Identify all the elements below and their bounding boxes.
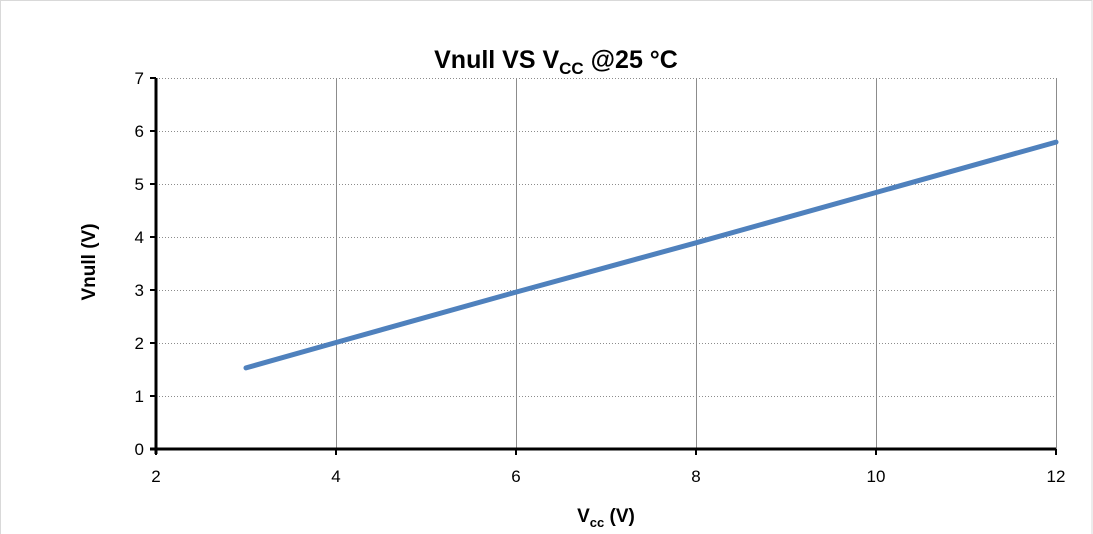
y-tick-label-4: 4 xyxy=(135,228,144,247)
y-tick-label-0: 0 xyxy=(135,440,144,459)
x-tick-label-2: 2 xyxy=(151,467,160,486)
x-axis-title-rest: (V) xyxy=(604,506,635,527)
series-layer xyxy=(243,139,1059,371)
y-axis-title: Vnull (V) xyxy=(79,223,100,300)
chart-title: Vnull VS VCC @25 °C xyxy=(434,46,678,78)
series-line-0 xyxy=(243,139,1059,371)
x-tick-label-6: 6 xyxy=(511,467,520,486)
y-tick-label-6: 6 xyxy=(135,122,144,141)
y-tick-label-3: 3 xyxy=(135,281,144,300)
chart-title-main: Vnull VS V xyxy=(434,46,559,74)
x-tick-label-10: 10 xyxy=(867,467,886,486)
x-axis-title-main: V xyxy=(577,506,590,527)
x-tick-label-4: 4 xyxy=(331,467,340,486)
axis-layer xyxy=(150,77,1057,455)
grid-layer xyxy=(156,78,1057,449)
y-tick-label-7: 7 xyxy=(135,69,144,88)
chart-title-rest: @25 °C xyxy=(584,46,678,74)
y-tick-label-1: 1 xyxy=(135,387,144,406)
chart-title-sub: CC xyxy=(559,59,584,78)
y-tick-label-5: 5 xyxy=(135,175,144,194)
x-axis-title: Vcc (V) xyxy=(577,506,635,530)
y-tick-label-2: 2 xyxy=(135,334,144,353)
x-tick-label-8: 8 xyxy=(691,467,700,486)
x-axis-title-sub: cc xyxy=(590,515,604,530)
x-tick-label-12: 12 xyxy=(1047,467,1066,486)
